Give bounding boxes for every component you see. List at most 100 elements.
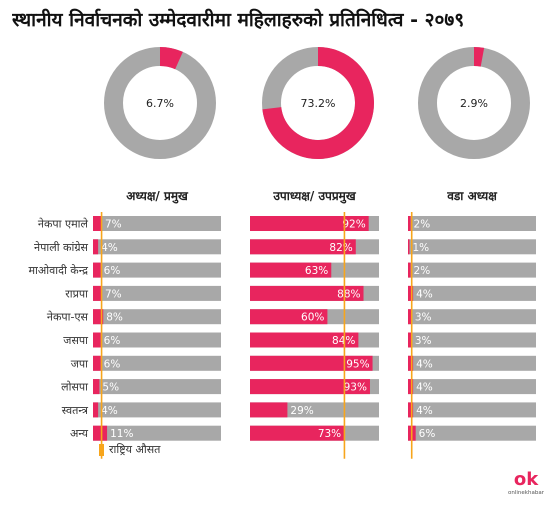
bar-value-label: 11%: [110, 428, 133, 440]
bar-value-label: 60%: [301, 312, 324, 324]
bar-track: [408, 285, 536, 301]
bar: [93, 216, 102, 231]
panel-title: उपाध्यक्ष/ उपप्रमुख: [272, 189, 357, 204]
donut-slice: [160, 47, 183, 70]
bar-value-label: 2%: [414, 219, 431, 231]
bar-value-label: 3%: [415, 312, 432, 324]
bar-value-label: 95%: [346, 358, 369, 370]
bar-value-label: 4%: [416, 382, 433, 394]
bar-track: [408, 402, 536, 418]
category-label: नेकपा-एस: [47, 311, 89, 324]
svg-text:onlinekhabar: onlinekhabar: [508, 490, 544, 496]
bar-value-label: 4%: [101, 242, 118, 254]
bar: [93, 309, 104, 325]
bar-value-label: 4%: [101, 405, 118, 417]
bar-track: [408, 425, 536, 441]
category-label: अन्य: [70, 427, 89, 440]
category-label: नेपाली कांग्रेस: [34, 241, 89, 254]
bar: [250, 262, 332, 278]
bar-value-label: 1%: [413, 242, 430, 254]
bar: [408, 239, 410, 255]
bar: [250, 355, 373, 371]
bar-track: [93, 285, 221, 301]
bar-track: [93, 402, 221, 418]
bar: [408, 379, 414, 395]
bar-value-label: 4%: [416, 288, 433, 300]
bar-value-label: 5%: [102, 382, 119, 394]
bar: [93, 355, 101, 371]
donut-value-label: 6.7%: [146, 97, 174, 110]
category-label: लोसपा: [61, 381, 88, 394]
bar-value-label: 2%: [414, 265, 431, 277]
donut-value-label: 2.9%: [460, 97, 488, 110]
bar: [408, 216, 411, 231]
category-label: नेकपा एमाले: [38, 218, 89, 231]
bar: [408, 262, 411, 278]
bar: [93, 402, 99, 418]
bar-value-label: 73%: [318, 428, 341, 440]
bar-value-label: 7%: [105, 219, 122, 231]
bar-value-label: 82%: [329, 242, 352, 254]
bar: [250, 216, 369, 231]
national-average-swatch: [99, 443, 104, 456]
bar-track: [408, 262, 536, 278]
bar-value-label: 7%: [105, 288, 122, 300]
category-label: माओवादी केन्द्र: [28, 264, 88, 277]
bar-track: [408, 239, 536, 255]
bar: [408, 309, 412, 325]
bar-value-label: 6%: [419, 428, 436, 440]
bar-track: [408, 332, 536, 348]
bar-value-label: 4%: [416, 405, 433, 417]
bar: [93, 239, 99, 255]
bar-value-label: 93%: [344, 382, 367, 394]
bar: [408, 285, 414, 301]
bar-value-label: 88%: [337, 288, 360, 300]
donut-slice: [262, 47, 375, 159]
panel-title: अध्यक्ष/ प्रमुख: [126, 189, 189, 204]
bar-value-label: 63%: [305, 265, 328, 277]
bar: [93, 379, 100, 395]
bar: [250, 402, 288, 418]
category-label: राप्रपा: [65, 287, 88, 300]
bar-track: [93, 379, 221, 395]
bar: [250, 332, 359, 348]
bar: [93, 332, 101, 348]
category-label: जपा: [71, 357, 88, 370]
svg-text:ok: ok: [514, 469, 539, 490]
bar: [250, 239, 356, 255]
bar-track: [93, 216, 221, 231]
bar-track: [408, 216, 536, 231]
category-label: स्वतन्त्र: [62, 404, 89, 417]
donut-value-label: 73.2%: [301, 97, 336, 110]
bar: [250, 285, 364, 301]
legend: राष्ट्रिय औसत: [99, 442, 160, 457]
bar-track: [93, 355, 221, 371]
bar-value-label: 29%: [290, 405, 313, 417]
donut-slice: [474, 47, 485, 67]
bar: [250, 425, 345, 441]
bar: [93, 262, 101, 278]
category-label: जसपा: [63, 334, 88, 347]
bar-track: [408, 309, 536, 325]
bar-value-label: 3%: [415, 335, 432, 347]
bar: [250, 379, 370, 395]
bar: [250, 309, 328, 325]
bar: [408, 332, 412, 348]
bar-track: [93, 425, 221, 441]
bar-value-label: 8%: [106, 312, 123, 324]
bar-value-label: 6%: [104, 358, 121, 370]
panel-title: वडा अध्यक्ष: [446, 189, 498, 203]
bar: [408, 355, 414, 371]
bar-track: [93, 332, 221, 348]
bar-value-label: 4%: [416, 358, 433, 370]
bar-track: [93, 239, 221, 255]
bar-track: [93, 262, 221, 278]
bar: [408, 402, 414, 418]
bar-track: [408, 379, 536, 395]
chart-title: स्थानीय निर्वाचनको उम्मेदवारीमा महिलाहरु…: [12, 9, 465, 31]
bar-value-label: 6%: [104, 335, 121, 347]
bar-value-label: 6%: [104, 265, 121, 277]
bar-value-label: 92%: [342, 219, 365, 231]
bar: [93, 425, 108, 441]
